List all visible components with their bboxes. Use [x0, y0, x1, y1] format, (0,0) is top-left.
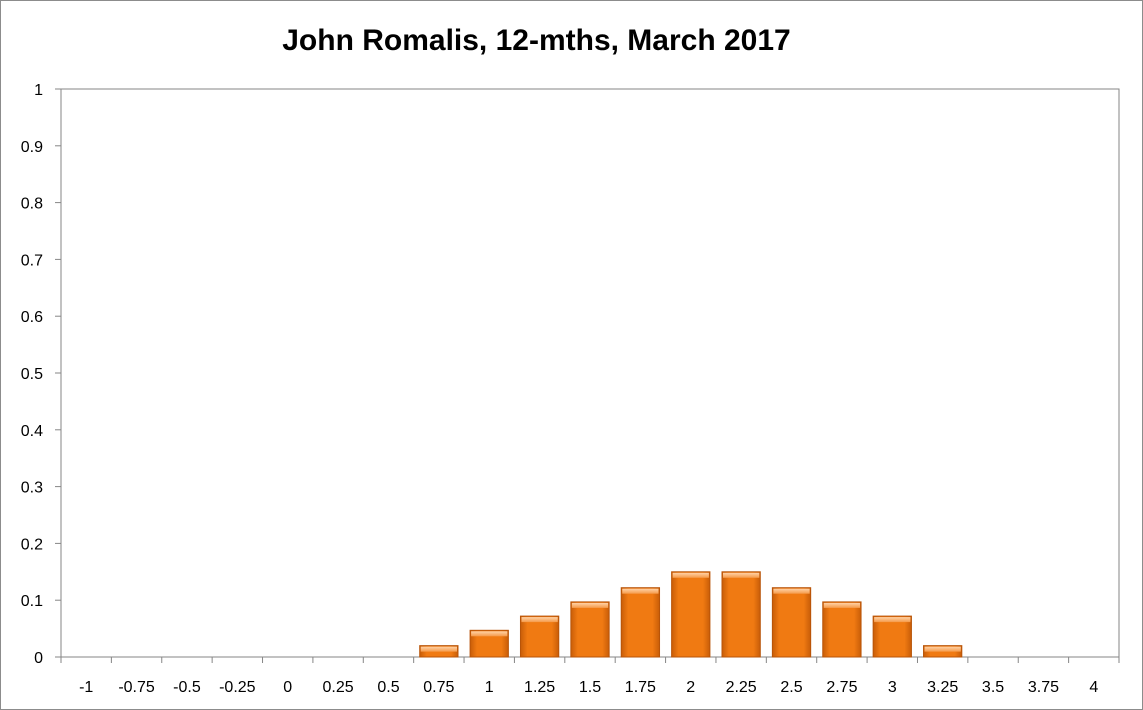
- x-tick-label: 2: [686, 679, 695, 696]
- y-tick-label: 0.5: [21, 366, 43, 383]
- bar-highlight: [521, 617, 558, 623]
- bar-body: [671, 571, 711, 658]
- x-tick-label: 2.25: [726, 679, 757, 696]
- x-tick-label: 1: [485, 679, 494, 696]
- bar: [872, 615, 912, 658]
- bar-highlight: [571, 602, 609, 608]
- bar-highlight: [823, 602, 861, 608]
- x-tick-label: 2.5: [780, 679, 802, 696]
- x-tick-label: 0.25: [323, 679, 354, 696]
- y-tick-label: 0.2: [21, 536, 43, 553]
- bar: [469, 629, 509, 658]
- bar: [519, 615, 560, 658]
- bar-highlight: [773, 588, 810, 594]
- y-tick-label: 0.6: [21, 309, 43, 326]
- bar-highlight: [874, 617, 911, 623]
- x-tick-label: 3.75: [1028, 679, 1059, 696]
- bar-highlight: [672, 572, 709, 578]
- bar-body: [570, 601, 610, 658]
- bar: [570, 601, 610, 658]
- bar-body: [620, 587, 661, 658]
- bar-body: [721, 571, 761, 658]
- y-tick-label: 0: [34, 650, 43, 667]
- bar-highlight: [420, 646, 458, 652]
- bar: [620, 587, 661, 658]
- x-tick-label: 1.75: [625, 679, 656, 696]
- bar-highlight: [722, 572, 760, 578]
- chart-title: John Romalis, 12-mths, March 2017: [282, 24, 791, 57]
- x-tick-label: -0.5: [173, 679, 201, 696]
- x-tick-label: 0.5: [377, 679, 399, 696]
- bar-highlight: [471, 631, 508, 637]
- bar-body: [822, 601, 862, 658]
- bar: [671, 571, 711, 658]
- bar-body: [872, 615, 912, 658]
- bar-body: [771, 587, 812, 658]
- y-tick-label: 0.3: [21, 480, 43, 497]
- bar: [923, 645, 963, 658]
- bar-highlight: [924, 646, 961, 652]
- x-tick-label: 3.5: [982, 679, 1004, 696]
- bar-body: [519, 615, 560, 658]
- x-tick-label: 1.5: [579, 679, 601, 696]
- y-tick-label: 0.1: [21, 593, 43, 610]
- bar: [822, 601, 862, 658]
- x-tick-label: 0.75: [423, 679, 454, 696]
- plot-area: [60, 88, 1120, 658]
- y-tick-label: 0.7: [21, 252, 43, 269]
- bar: [771, 587, 812, 658]
- y-tick-label: 1: [34, 82, 43, 99]
- x-tick-label: -1: [79, 679, 93, 696]
- x-tick-label: -0.75: [118, 679, 155, 696]
- x-tick-label: 3: [888, 679, 897, 696]
- x-tick-label: -0.25: [219, 679, 256, 696]
- y-tick-label: 0.9: [21, 139, 43, 156]
- x-tick-label: 1.25: [524, 679, 555, 696]
- bar-highlight: [622, 588, 659, 594]
- bar: [419, 645, 459, 658]
- x-tick-label: 3.25: [927, 679, 958, 696]
- x-tick-label: 4: [1089, 679, 1098, 696]
- x-tick-label: 0: [283, 679, 292, 696]
- y-tick-label: 0.8: [21, 196, 43, 213]
- x-tick-label: 2.75: [826, 679, 857, 696]
- y-tick-label: 0.4: [21, 423, 43, 440]
- bar: [721, 571, 761, 658]
